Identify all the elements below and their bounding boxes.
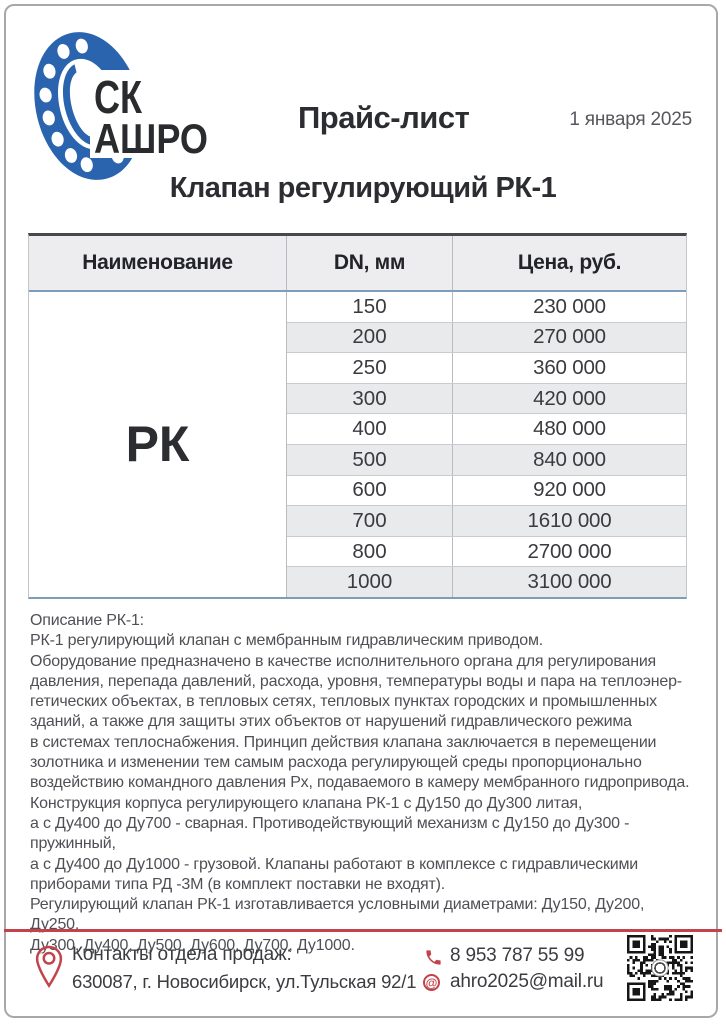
product-description: Описание РК-1: РК-1 регулирующий клапан …	[30, 612, 690, 954]
contacts-label: Контакты отдела продаж:	[72, 944, 292, 965]
table-header-row: Наименование DN, мм Цена, руб.	[29, 236, 686, 292]
price-cell: 840 000	[533, 447, 606, 471]
table-row: 200 270 000	[287, 321, 686, 353]
dn-cell: 600	[287, 475, 453, 506]
phone-icon	[426, 950, 441, 965]
price-cell: 360 000	[533, 355, 606, 379]
company-logo: СК АШРО	[34, 32, 235, 180]
location-pin-icon	[35, 945, 63, 989]
table-row: 800 2700 000	[287, 535, 686, 567]
footer-divider	[4, 929, 722, 932]
dn-cell: 700	[287, 506, 453, 536]
email-icon: @	[423, 974, 440, 991]
dn-cell: 250	[287, 353, 453, 383]
dn-cell: 500	[287, 444, 453, 475]
price-cell: 920 000	[533, 478, 606, 502]
table-row: 250 360 000	[287, 352, 686, 383]
table-row: 400 480 000	[287, 413, 686, 444]
page-border	[4, 4, 718, 1018]
dn-cell: 150	[287, 292, 453, 322]
brand-text-line2: АШРО	[94, 115, 208, 162]
dn-cell: 400	[287, 414, 453, 444]
column-header-dn: DN, мм	[287, 236, 453, 290]
price-cell: 270 000	[533, 325, 606, 349]
table-row: 150 230 000	[287, 292, 686, 322]
price-cell: 480 000	[533, 417, 606, 441]
contacts-address: 630087, г. Новосибирск, ул.Тульская 92/1	[72, 971, 417, 992]
dn-cell: 200	[287, 322, 453, 353]
price-cell: 3100 000	[527, 570, 612, 594]
table-row: 600 920 000	[287, 474, 686, 506]
document-title: Прайс-лист	[298, 100, 470, 135]
table-row: 1000 3100 000	[287, 566, 686, 597]
price-cell: 2700 000	[527, 539, 612, 563]
dn-cell: 800	[287, 536, 453, 567]
document-date: 1 января 2025	[569, 109, 692, 130]
price-cell: 420 000	[533, 386, 606, 410]
brand-text-line1: СК	[94, 71, 143, 123]
contacts-email: ahro2025@mail.ru	[450, 971, 604, 992]
dn-cell: 300	[287, 383, 453, 414]
dn-cell: 1000	[287, 567, 453, 597]
price-table: Наименование DN, мм Цена, руб. РК 150 230…	[28, 233, 687, 599]
product-title: Клапан регулирующий РК-1	[169, 172, 557, 204]
table-row: 500 840 000	[287, 443, 686, 475]
price-cell: 230 000	[533, 294, 606, 318]
column-header-name: Наименование	[29, 236, 287, 290]
table-row: 300 420 000	[287, 382, 686, 414]
table-rows: 150 230 000 200 270 000 250 360 000 300 420 …	[287, 292, 686, 597]
table-row: 700 1610 000	[287, 505, 686, 536]
price-cell: 1610 000	[527, 508, 612, 532]
product-group-label: РК	[29, 292, 287, 597]
contacts-phone: 8 953 787 55 99	[450, 945, 585, 966]
column-header-price: Цена, руб.	[517, 251, 622, 274]
qr-code	[627, 935, 693, 1001]
